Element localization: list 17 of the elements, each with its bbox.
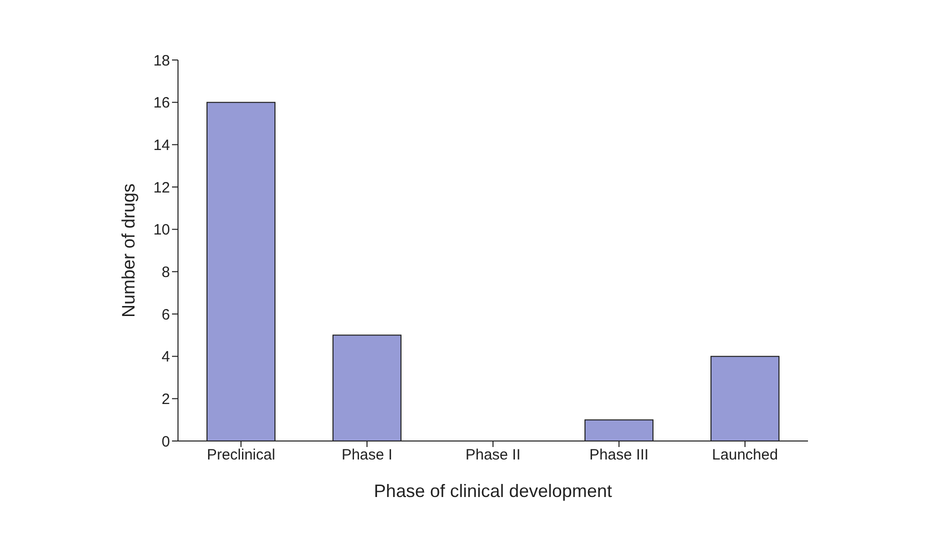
- x-tick-label: Phase II: [465, 446, 521, 464]
- x-tick-label: Phase III: [589, 446, 649, 464]
- x-tick-label: Preclinical: [206, 446, 276, 464]
- y-tick-label: 6: [162, 306, 170, 324]
- x-tick-label: Phase I: [342, 446, 392, 464]
- x-tick-label: Launched: [712, 446, 778, 464]
- y-tick-label: 14: [153, 136, 170, 154]
- y-tick-label: 10: [153, 222, 170, 239]
- y-tick-label: 4: [162, 348, 170, 366]
- y-tick-label: 12: [153, 179, 170, 196]
- x-axis-title: Phase of clinical development: [374, 481, 612, 501]
- y-tick-label: 8: [162, 264, 170, 281]
- y-tick-label: 2: [162, 390, 170, 408]
- y-axis-title: Number of drugs: [118, 183, 138, 318]
- y-tick-label: 16: [153, 94, 170, 112]
- y-tick-label: 18: [153, 52, 170, 70]
- y-tick-label: 0: [162, 433, 170, 450]
